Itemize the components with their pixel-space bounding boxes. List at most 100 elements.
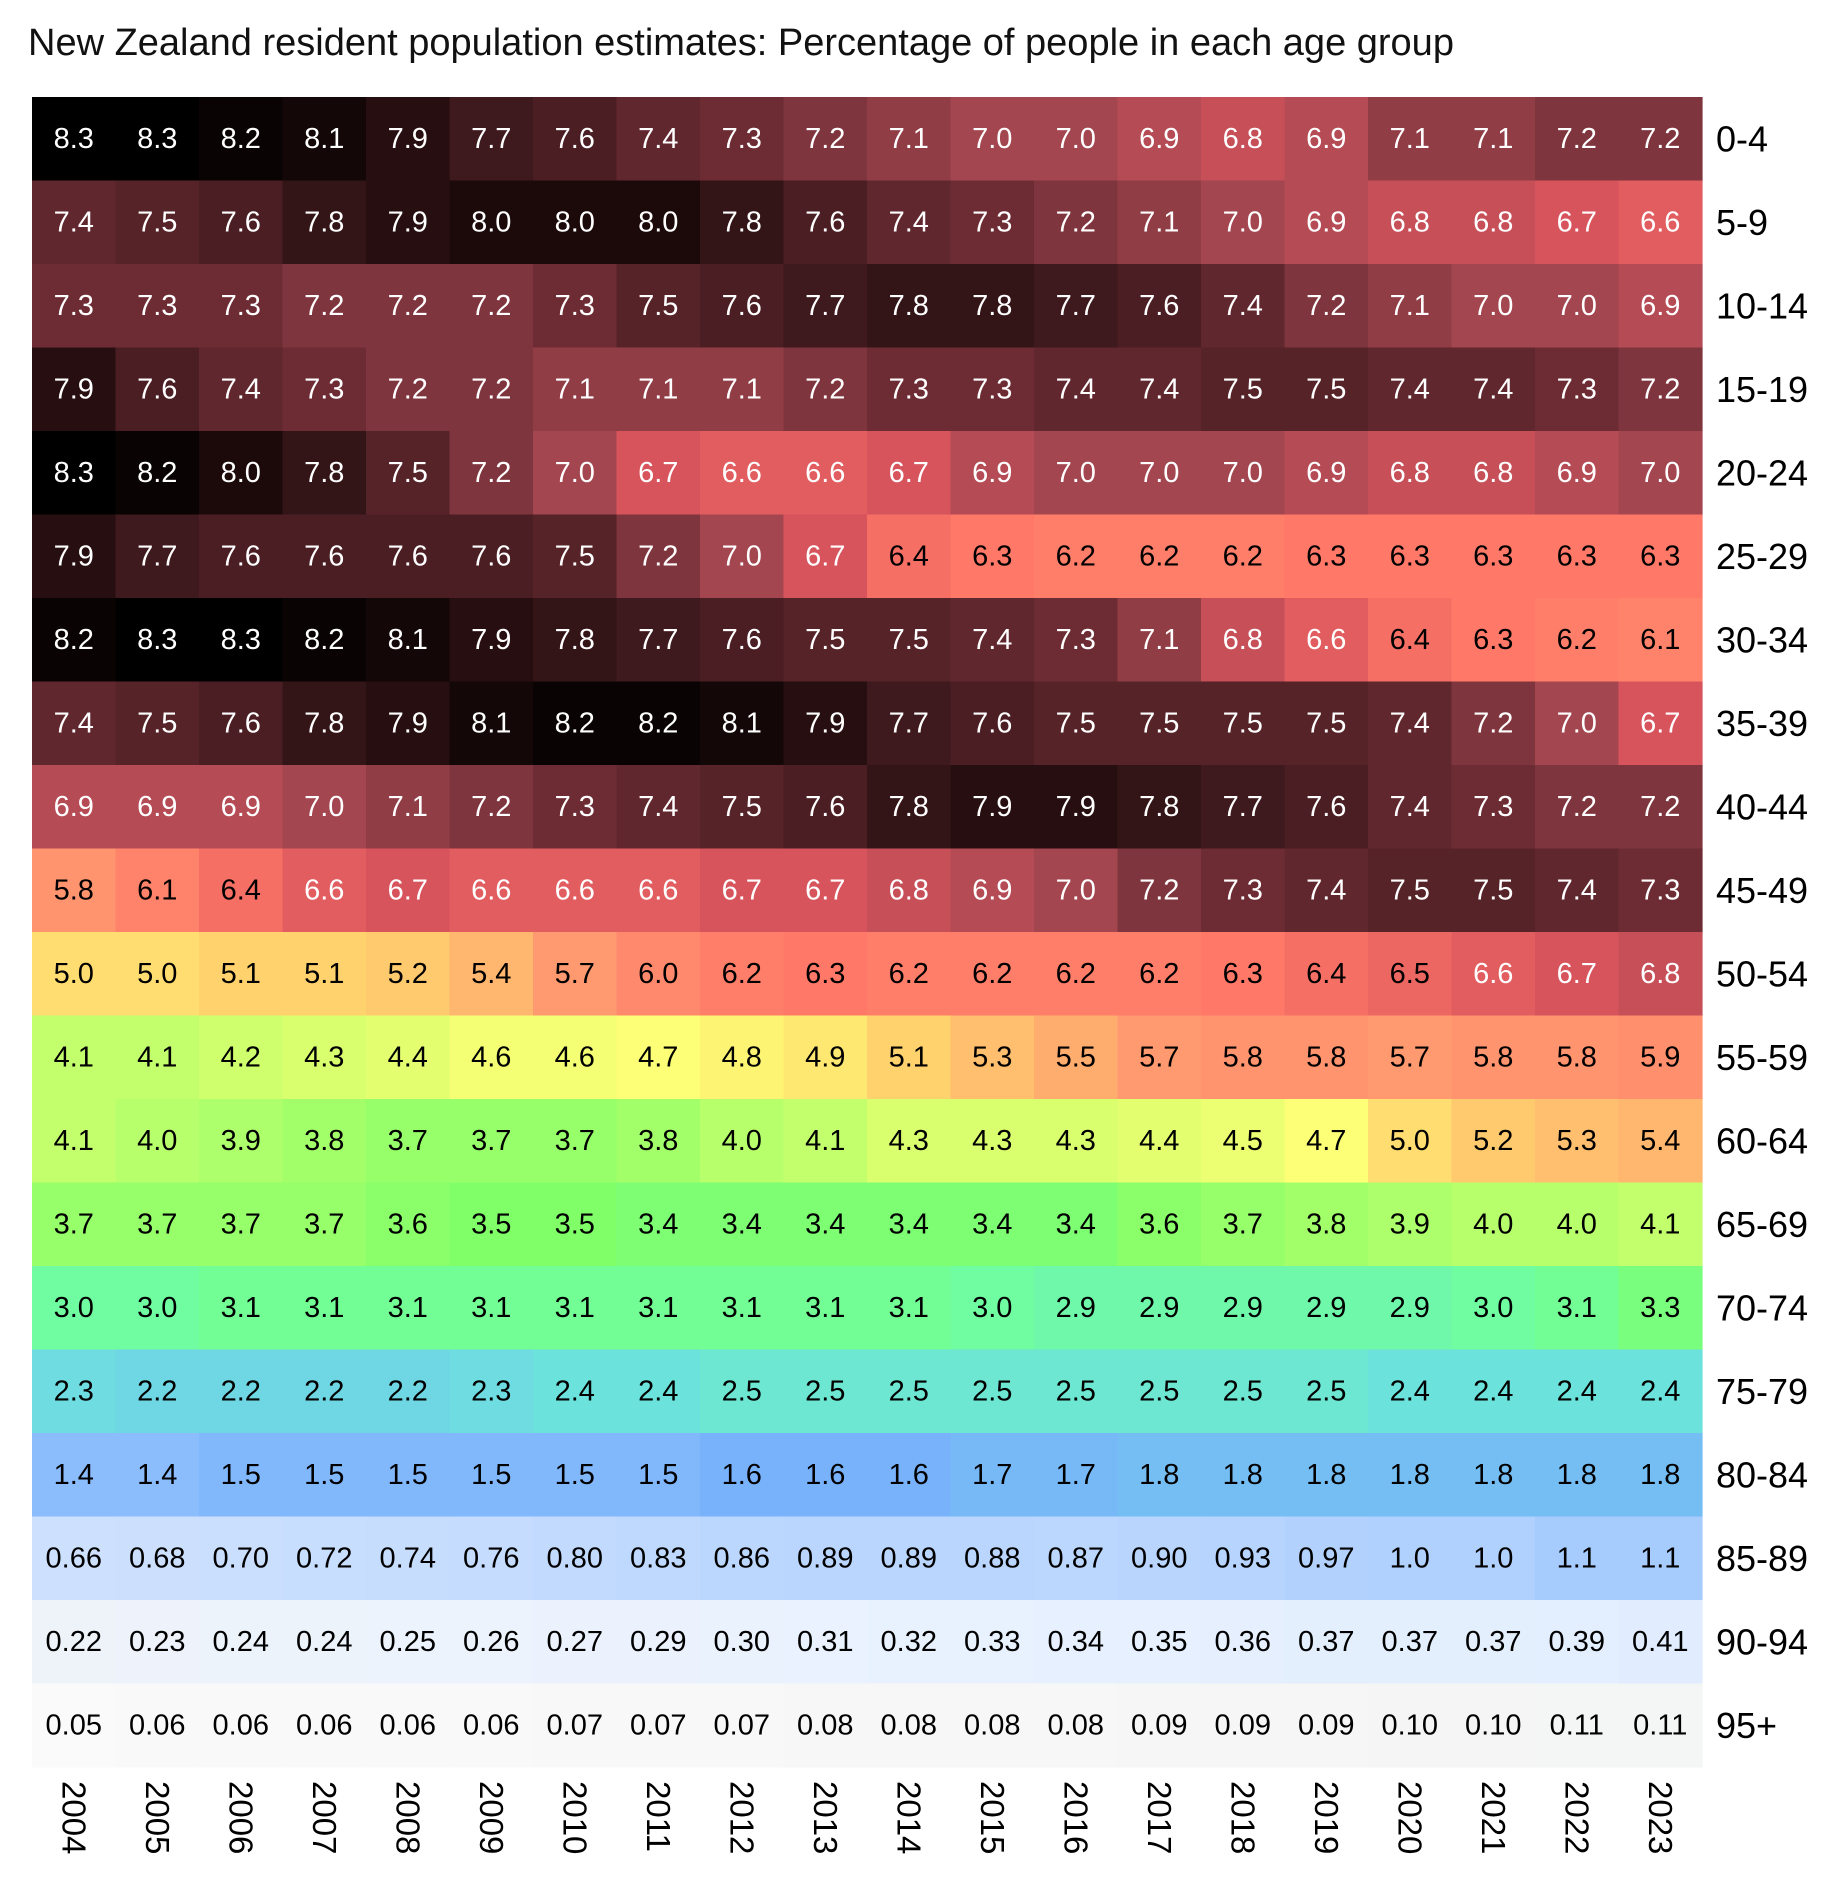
cell-value-label: 4.5 bbox=[1223, 1125, 1263, 1157]
heatmap-cell bbox=[449, 1349, 534, 1434]
cell-value-label: 3.8 bbox=[304, 1125, 344, 1157]
heatmap-cell bbox=[1368, 848, 1453, 933]
cell-value-label: 7.1 bbox=[1473, 123, 1513, 155]
cell-value-label: 7.2 bbox=[1640, 123, 1680, 155]
cell-value-label: 6.6 bbox=[1473, 958, 1513, 990]
heatmap-cell bbox=[32, 347, 117, 432]
cell-value-label: 3.6 bbox=[388, 1208, 428, 1240]
cell-value-label: 4.3 bbox=[1056, 1125, 1096, 1157]
cell-value-label: 7.4 bbox=[638, 123, 678, 155]
year-label: 2008 bbox=[389, 1781, 426, 1854]
heatmap-cell bbox=[1618, 1683, 1703, 1768]
heatmap-cell bbox=[1117, 765, 1202, 850]
age-group-label: 70-74 bbox=[1716, 1287, 1808, 1328]
heatmap-cell bbox=[700, 1099, 785, 1184]
heatmap-cell bbox=[449, 514, 534, 599]
cell-value-label: 7.6 bbox=[722, 290, 762, 322]
heatmap-cell bbox=[533, 1266, 618, 1351]
cell-value-label: 7.8 bbox=[889, 290, 929, 322]
heatmap-cell bbox=[950, 1516, 1035, 1601]
cell-value-label: 7.5 bbox=[638, 290, 678, 322]
heatmap-cell bbox=[1201, 1349, 1286, 1434]
heatmap-cell bbox=[1535, 1600, 1620, 1685]
cell-value-label: 7.2 bbox=[304, 290, 344, 322]
cell-value-label: 7.3 bbox=[221, 290, 261, 322]
cell-value-label: 8.3 bbox=[54, 123, 94, 155]
heatmap-cell bbox=[616, 347, 701, 432]
heatmap-cell bbox=[1201, 431, 1286, 516]
cell-value-label: 6.9 bbox=[221, 791, 261, 823]
heatmap-cell bbox=[115, 1433, 200, 1518]
cell-value-label: 0.80 bbox=[547, 1542, 603, 1574]
heatmap-cell bbox=[867, 514, 952, 599]
cell-value-label: 7.2 bbox=[471, 791, 511, 823]
heatmap-cell bbox=[783, 765, 868, 850]
cell-value-label: 6.7 bbox=[805, 874, 845, 906]
heatmap-cell bbox=[1034, 848, 1119, 933]
heatmap-cell bbox=[1368, 97, 1453, 182]
heatmap-cell bbox=[282, 1099, 367, 1184]
heatmap-cell bbox=[115, 1182, 200, 1267]
cell-value-label: 2.4 bbox=[1473, 1375, 1513, 1407]
heatmap-cell bbox=[115, 1600, 200, 1685]
cell-value-label: 7.9 bbox=[972, 791, 1012, 823]
cell-value-label: 0.93 bbox=[1215, 1542, 1271, 1574]
cell-value-label: 3.1 bbox=[805, 1292, 845, 1324]
heatmap-cell bbox=[1284, 1099, 1369, 1184]
cell-value-label: 6.6 bbox=[638, 874, 678, 906]
heatmap-cell bbox=[1451, 264, 1536, 349]
heatmap-cell bbox=[1451, 1516, 1536, 1601]
heatmap-cell bbox=[115, 514, 200, 599]
cell-value-label: 6.7 bbox=[388, 874, 428, 906]
cell-value-label: 7.6 bbox=[471, 540, 511, 572]
heatmap-cell bbox=[1284, 431, 1369, 516]
cell-value-label: 0.22 bbox=[46, 1626, 102, 1658]
cell-value-label: 3.0 bbox=[54, 1292, 94, 1324]
heatmap-cell bbox=[1201, 1433, 1286, 1518]
heatmap-cell bbox=[449, 598, 534, 683]
heatmap-cell bbox=[950, 1600, 1035, 1685]
heatmap-cell bbox=[199, 1349, 284, 1434]
heatmap-cell bbox=[199, 765, 284, 850]
cell-value-label: 5.4 bbox=[471, 958, 511, 990]
heatmap-cell bbox=[1618, 180, 1703, 265]
heatmap-cell bbox=[282, 681, 367, 766]
year-label: 2023 bbox=[1642, 1781, 1679, 1854]
cell-value-label: 7.0 bbox=[555, 457, 595, 489]
heatmap-cell bbox=[1034, 264, 1119, 349]
heatmap-cell bbox=[282, 1683, 367, 1768]
cell-value-label: 4.1 bbox=[137, 1041, 177, 1073]
cell-value-label: 7.5 bbox=[722, 791, 762, 823]
heatmap-cell bbox=[950, 1015, 1035, 1100]
heatmap-cell bbox=[1451, 1349, 1536, 1434]
heatmap-cell bbox=[32, 1015, 117, 1100]
heatmap-cell bbox=[533, 1099, 618, 1184]
heatmap-cell bbox=[115, 97, 200, 182]
heatmap-cell bbox=[115, 347, 200, 432]
heatmap-cell bbox=[1034, 431, 1119, 516]
cell-value-label: 7.2 bbox=[471, 290, 511, 322]
heatmap-cell bbox=[282, 598, 367, 683]
cell-value-label: 5.2 bbox=[1473, 1125, 1513, 1157]
cell-value-label: 1.8 bbox=[1390, 1459, 1430, 1491]
cell-value-label: 1.7 bbox=[1056, 1459, 1096, 1491]
heatmap-cell bbox=[1117, 264, 1202, 349]
cell-value-label: 7.5 bbox=[1473, 874, 1513, 906]
cell-value-label: 7.9 bbox=[388, 123, 428, 155]
cell-value-label: 2.4 bbox=[555, 1375, 595, 1407]
cell-value-label: 6.3 bbox=[1390, 540, 1430, 572]
heatmap-cell bbox=[950, 765, 1035, 850]
heatmap-cell bbox=[1618, 598, 1703, 683]
heatmap-cell bbox=[1201, 1516, 1286, 1601]
cell-value-label: 6.9 bbox=[1306, 457, 1346, 489]
heatmap-cell bbox=[1201, 598, 1286, 683]
cell-value-label: 8.2 bbox=[221, 123, 261, 155]
heatmap-cell bbox=[1451, 848, 1536, 933]
heatmap-cell bbox=[449, 1099, 534, 1184]
cell-value-label: 3.4 bbox=[638, 1208, 678, 1240]
year-label: 2019 bbox=[1308, 1781, 1345, 1854]
cell-value-label: 7.6 bbox=[304, 540, 344, 572]
heatmap-cell bbox=[1034, 97, 1119, 182]
heatmap-cell bbox=[616, 1433, 701, 1518]
heatmap-cell bbox=[616, 97, 701, 182]
